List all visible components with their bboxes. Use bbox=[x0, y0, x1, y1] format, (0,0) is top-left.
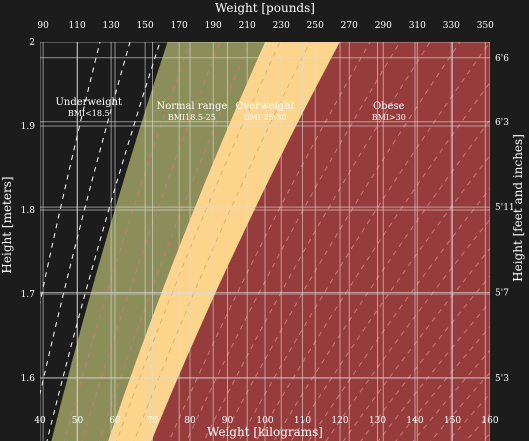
x2-tick-330: 330 bbox=[443, 21, 460, 31]
x2-tick-130: 130 bbox=[103, 21, 120, 31]
category-name-overweight: Overweight bbox=[235, 101, 294, 112]
y2-tick-5: 6'6 bbox=[495, 54, 509, 64]
y-tick-1.6: 1.6 bbox=[21, 374, 36, 384]
x-tick-70: 70 bbox=[147, 416, 159, 426]
bmi-contour-56 bbox=[377, 301, 490, 441]
x-tick-150: 150 bbox=[444, 416, 461, 426]
y2-tick-4: 6'3 bbox=[495, 118, 509, 128]
y2-tick-3: 5'11 bbox=[495, 203, 515, 213]
category-name-underweight: Underweight bbox=[55, 97, 122, 108]
x-tick-80: 80 bbox=[184, 416, 196, 426]
category-name-obese: Obese bbox=[373, 101, 405, 112]
x-tick-110: 110 bbox=[294, 416, 311, 426]
x2-tick-350: 350 bbox=[477, 21, 494, 31]
x2-tick-170: 170 bbox=[171, 21, 188, 31]
x-tick-40: 40 bbox=[34, 416, 46, 426]
bmi-contour-44 bbox=[273, 119, 490, 441]
category-range-normal-range: BMI18.5-25 bbox=[168, 113, 216, 122]
x-tick-130: 130 bbox=[369, 416, 386, 426]
y2-tick-2: 5'7 bbox=[495, 288, 509, 298]
bmi-contour-42 bbox=[255, 81, 490, 441]
category-range-obese: BMI>30 bbox=[372, 113, 406, 122]
x2-tick-150: 150 bbox=[137, 21, 154, 31]
x2-tick-190: 190 bbox=[205, 21, 222, 31]
bmi-contour-20 bbox=[63, 42, 191, 441]
y2-tick-1: 5'3 bbox=[495, 374, 509, 384]
region-obese bbox=[151, 42, 490, 441]
y-tick-2: 2 bbox=[29, 38, 35, 48]
region-normal-range bbox=[51, 42, 265, 441]
category-range-underweight: BMI<18.5 bbox=[68, 109, 110, 118]
grid-lines bbox=[40, 42, 490, 441]
category-name-normal-range: Normal range bbox=[156, 101, 227, 112]
bmi-contour-lines bbox=[40, 42, 490, 441]
x2-tick-290: 290 bbox=[375, 21, 392, 31]
bmi-contour-14 bbox=[40, 42, 101, 305]
bmi-contour-38 bbox=[220, 42, 461, 441]
bmi-contour-32 bbox=[168, 42, 371, 441]
x-tick-60: 60 bbox=[109, 416, 121, 426]
x2-tick-210: 210 bbox=[239, 21, 256, 31]
x-tick-140: 140 bbox=[406, 416, 423, 426]
x2-axis-title: Weight [pounds] bbox=[215, 1, 315, 15]
y-tick-1.7: 1.7 bbox=[21, 290, 36, 300]
y-tick-1.8: 1.8 bbox=[21, 206, 36, 216]
region-underweight bbox=[40, 42, 168, 441]
axis-ticks: 40 50 60 70 80 90 100 110 120 130 140 150 160 90 110 13… bbox=[21, 21, 515, 426]
x-tick-50: 50 bbox=[72, 416, 84, 426]
x2-tick-270: 270 bbox=[341, 21, 358, 31]
x-tick-160: 160 bbox=[481, 416, 498, 426]
category-range-overweight: BMI 25-30 bbox=[244, 113, 287, 122]
y-axis-title: Height [meters] bbox=[0, 176, 14, 273]
y-tick-1.9: 1.9 bbox=[21, 122, 36, 132]
bmi-contour-22 bbox=[81, 42, 221, 441]
bmi-regions bbox=[40, 42, 490, 441]
x2-tick-250: 250 bbox=[307, 21, 324, 31]
x-tick-90: 90 bbox=[222, 416, 234, 426]
bmi-contour-24 bbox=[98, 42, 251, 441]
x-tick-120: 120 bbox=[331, 416, 348, 426]
x-axis-title: Weight [kilograms] bbox=[207, 425, 323, 439]
bmi-contour-34 bbox=[185, 42, 401, 441]
x2-tick-90: 90 bbox=[37, 21, 49, 31]
x2-tick-110: 110 bbox=[69, 21, 86, 31]
bmi-contour-58 bbox=[395, 326, 490, 441]
bmi-contour-60 bbox=[412, 349, 490, 441]
bmi-contour-36 bbox=[203, 42, 431, 441]
x2-tick-310: 310 bbox=[409, 21, 426, 31]
y2-axis-title: Height [feet and inches] bbox=[511, 134, 525, 282]
region-overweight bbox=[107, 42, 340, 441]
bmi-contour-46 bbox=[290, 154, 490, 441]
bmi-contour-50 bbox=[325, 218, 490, 441]
x-tick-100: 100 bbox=[256, 416, 273, 426]
bmi-contour-18 bbox=[46, 42, 161, 441]
bmi-contour-54 bbox=[360, 275, 490, 441]
x2-tick-230: 230 bbox=[273, 21, 290, 31]
bmi-contour-40 bbox=[238, 42, 490, 441]
